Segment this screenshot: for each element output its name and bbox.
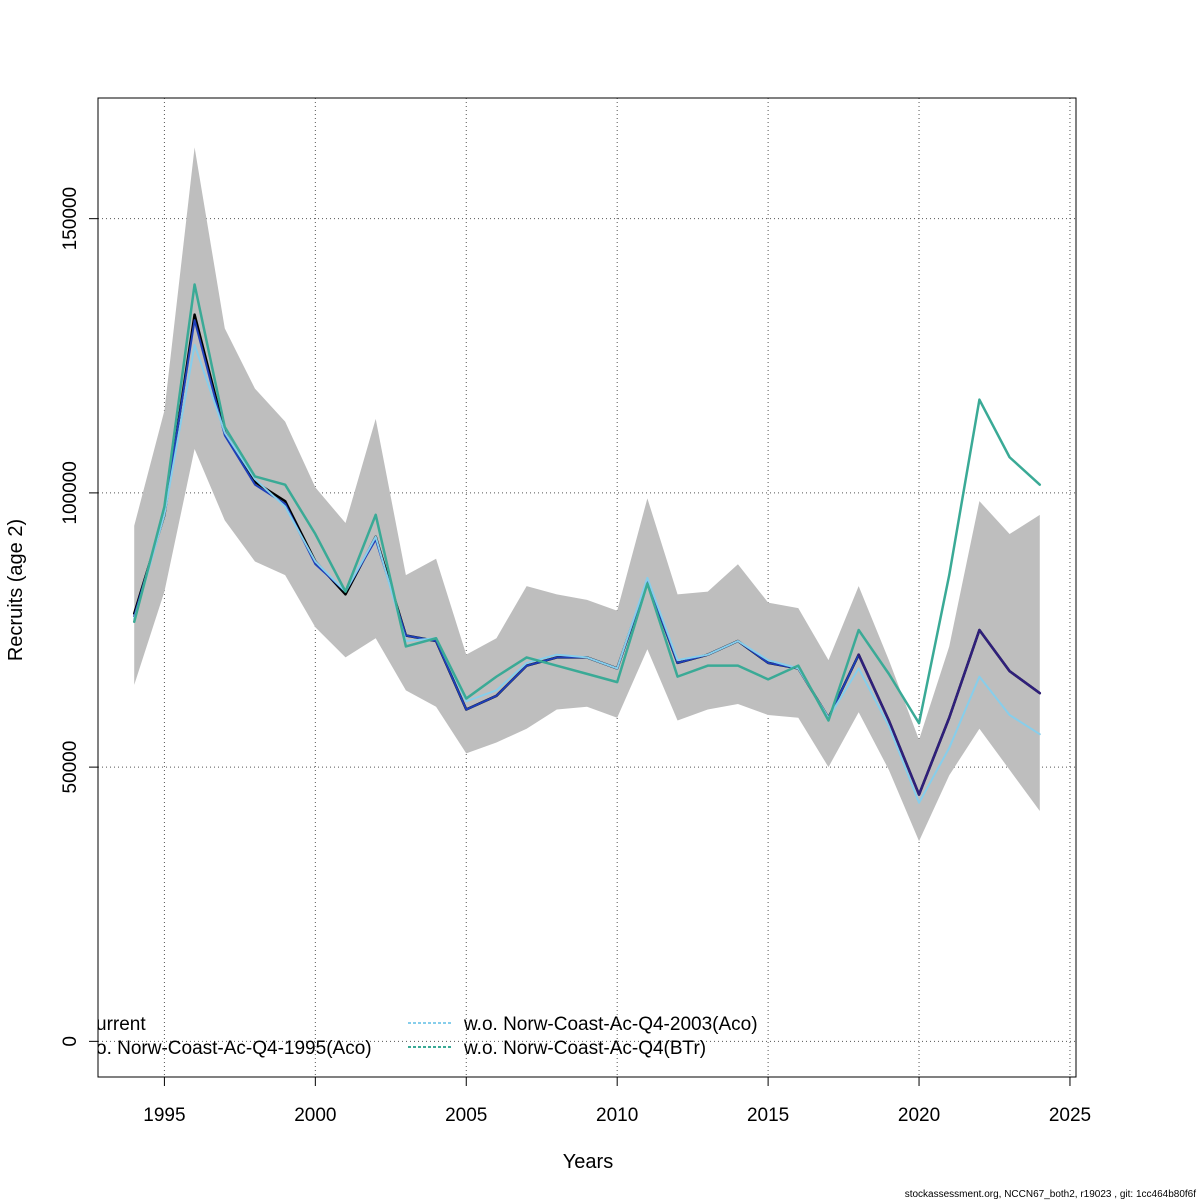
legend-label-3: w.o. Norw-Coast-Ac-Q4(BTr)	[463, 1038, 706, 1059]
series-line-4	[132, 283, 1042, 725]
x-tick-label: 2025	[1049, 1105, 1091, 1126]
legend-items: urrent o. Norw-Coast-Ac-Q4-1995(Aco) w.o. …	[96, 1014, 758, 1059]
series-layer	[132, 283, 1042, 804]
x-axis-title: Years	[563, 1151, 613, 1173]
x-tick-label: 2000	[294, 1105, 336, 1126]
y-tick-label: 100000	[60, 461, 81, 524]
plot-area-border	[97, 97, 1077, 1078]
x-tick-label: 1995	[143, 1105, 185, 1126]
legend-label-0: urrent	[96, 1014, 146, 1035]
series-line-2	[133, 343, 1041, 804]
x-tick-label: 2020	[898, 1105, 940, 1126]
y-tick-label: 0	[60, 1036, 81, 1047]
series-line-3	[857, 628, 1042, 796]
confidence-band	[134, 147, 1040, 842]
x-tick-label: 2005	[445, 1105, 487, 1126]
legend-label-2: w.o. Norw-Coast-Ac-Q4-2003(Aco)	[463, 1014, 758, 1035]
legend: urrent o. Norw-Coast-Ac-Q4-1995(Aco) w.o. …	[96, 1014, 758, 1059]
y-axis: 0 50000 100000 150000	[60, 187, 99, 1047]
grid-layer	[98, 98, 1076, 1077]
x-tick-label: 2015	[747, 1105, 789, 1126]
confidence-band-layer	[134, 147, 1040, 842]
legend-label-1: o. Norw-Coast-Ac-Q4-1995(Aco)	[96, 1038, 372, 1059]
x-axis: 1995 2000 2005 2010 2015 2020 2025	[143, 1076, 1091, 1126]
y-tick-label: 150000	[60, 187, 81, 250]
y-tick-label: 50000	[60, 741, 81, 794]
footer-text: stockassessment.org, NCCN67_both2, r1902…	[905, 1189, 1196, 1200]
x-tick-label: 2010	[596, 1105, 638, 1126]
y-axis-title: Recruits (age 2)	[5, 519, 27, 661]
